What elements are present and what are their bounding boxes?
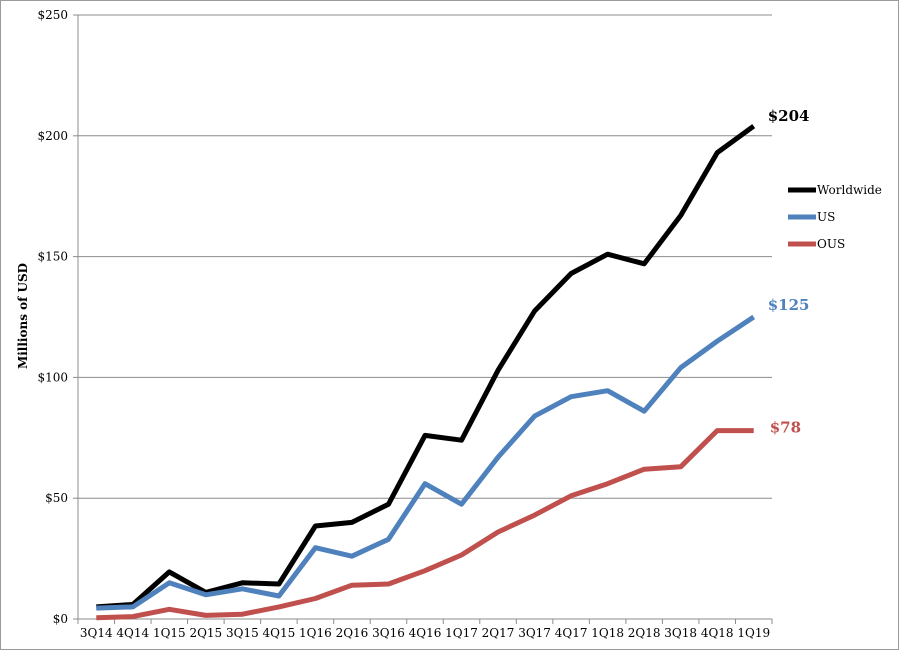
series-line-us xyxy=(96,314,756,611)
axes xyxy=(77,15,773,624)
legend: Worldwide US OUS xyxy=(788,183,882,251)
x-tick-label: 4Q18 xyxy=(701,626,734,640)
x-tick-label: 3Q17 xyxy=(518,626,551,640)
y-tick-label: $100 xyxy=(37,370,68,384)
y-tick-label: $150 xyxy=(37,250,68,264)
x-tick-label: 4Q16 xyxy=(409,626,442,640)
x-tick-label: 1Q17 xyxy=(445,626,478,640)
y-tick-label: $0 xyxy=(53,612,68,626)
x-tick-label: 3Q14 xyxy=(80,626,113,640)
x-tick-label: 1Q18 xyxy=(591,626,624,640)
y-tick-label: $50 xyxy=(45,491,68,505)
x-tick-labels: 3Q14 4Q14 1Q15 2Q15 3Q15 4Q15 1Q16 2Q16 3Q16 4Q16… xyxy=(80,626,770,640)
x-tick-label: 1Q16 xyxy=(299,626,332,640)
end-label-worldwide: $204 xyxy=(768,107,810,125)
legend-label-worldwide: Worldwide xyxy=(817,183,882,197)
y-axis-label: Millions of USD xyxy=(16,263,30,369)
x-tick-label: 2Q15 xyxy=(189,626,222,640)
gridlines xyxy=(73,14,772,620)
y-tick-label: $200 xyxy=(37,129,68,143)
series-line-ous xyxy=(96,428,754,621)
x-tick-label: 2Q16 xyxy=(336,626,369,640)
legend-label-us: US xyxy=(817,210,835,224)
end-label-us: $125 xyxy=(768,296,810,314)
y-tick-label: $250 xyxy=(37,8,68,22)
series-line-worldwide xyxy=(96,124,756,610)
end-label-ous: $78 xyxy=(770,419,801,437)
series-lines xyxy=(96,124,756,621)
x-tick-label: 4Q17 xyxy=(555,626,588,640)
x-tick-label: 2Q18 xyxy=(628,626,661,640)
x-tick-label: 3Q16 xyxy=(372,626,405,640)
x-tick-label: 3Q18 xyxy=(664,626,697,640)
x-tick-label: 1Q15 xyxy=(153,626,186,640)
x-tick-label: 1Q19 xyxy=(737,626,770,640)
end-value-labels: $204 $125 $78 xyxy=(768,107,810,436)
legend-label-ous: OUS xyxy=(817,237,845,251)
x-tick-label: 4Q15 xyxy=(263,626,296,640)
y-tick-labels: $0 $50 $100 $150 $200 $250 xyxy=(37,8,68,626)
x-tick-label: 3Q15 xyxy=(226,626,259,640)
x-tick-label: 4Q14 xyxy=(116,626,149,640)
x-tick-label: 2Q17 xyxy=(482,626,515,640)
